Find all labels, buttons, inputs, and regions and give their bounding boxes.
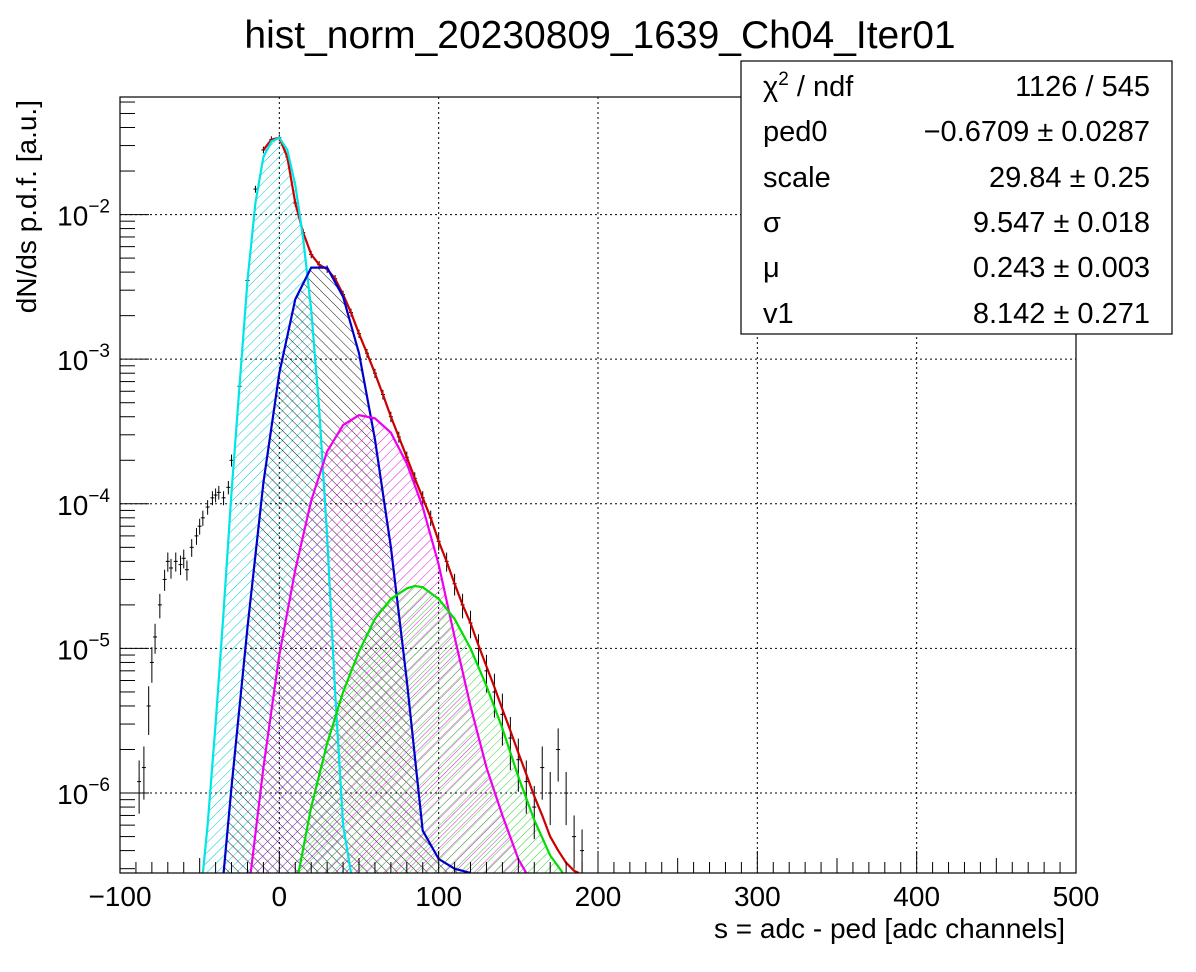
x-tick-label: 100	[415, 881, 462, 912]
component-5-curve	[297, 584, 564, 873]
stats-row-value: 1126 / 545	[1015, 71, 1150, 103]
y-axis-label: dN/ds p.d.f. [a.u.]	[11, 100, 42, 313]
component-curves	[201, 136, 580, 873]
y-tick-label: 10−6	[57, 775, 110, 810]
stats-row-label: ped0	[763, 116, 828, 148]
axis-ticks	[119, 101, 1077, 873]
component-4-curve	[249, 414, 528, 873]
stats-row-label: v1	[763, 298, 794, 330]
total-fit-curve	[262, 136, 580, 873]
y-tick-label: 10−4	[57, 486, 110, 521]
stats-row-value: 29.84 ± 0.25	[989, 162, 1150, 194]
stats-box: χ2 / ndf 1126 / 545 ped0 −0.6709 ± 0.0287 sc…	[740, 60, 1173, 335]
x-tick-label: −100	[88, 881, 151, 912]
stats-row-label: σ	[763, 207, 781, 239]
stats-row-label: μ	[763, 252, 780, 284]
y-tick-label: 10−2	[57, 197, 110, 232]
x-tick-label: 500	[1053, 881, 1100, 912]
stats-row-value: −0.6709 ± 0.0287	[924, 116, 1150, 148]
x-tick-label: 200	[575, 881, 622, 912]
component-2-curve	[201, 136, 353, 873]
stats-row-label: χ2 / ndf	[763, 69, 854, 103]
y-tick-label: 10−5	[57, 630, 110, 665]
x-tick-label: 300	[734, 881, 781, 912]
x-tick-labels: −100 0 100 200 300 400 500	[88, 881, 1099, 912]
x-axis-label: s = adc - ped [adc channels]	[714, 913, 1065, 944]
y-tick-labels: 10−6 10−5 10−4 10−3 10−2	[57, 197, 110, 810]
stats-row-value: 9.547 ± 0.018	[973, 207, 1150, 239]
stats-box-frame	[740, 60, 1173, 335]
y-tick-label: 10−3	[57, 341, 110, 376]
x-tick-label: 0	[272, 881, 288, 912]
x-tick-label: 400	[893, 881, 940, 912]
stats-row-label: scale	[763, 162, 831, 194]
component-3-curve	[222, 266, 471, 873]
component-fills	[202, 137, 563, 873]
stats-row-value: 0.243 ± 0.003	[973, 252, 1150, 284]
stats-row-value: 8.142 ± 0.271	[973, 298, 1150, 330]
chart-title: hist_norm_20230809_1639_Ch04_Iter01	[244, 14, 955, 57]
